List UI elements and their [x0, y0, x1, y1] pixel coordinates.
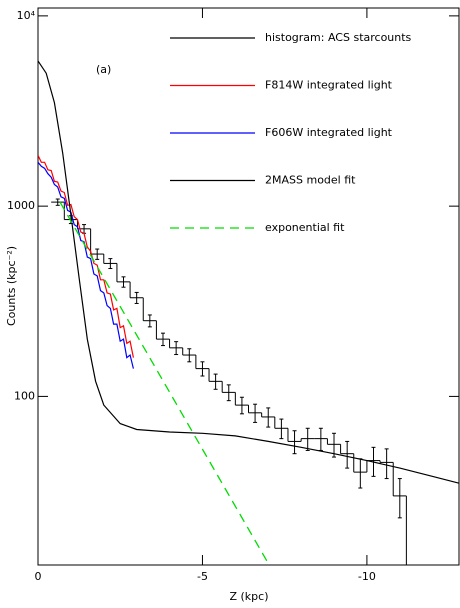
- series-line: [38, 161, 134, 369]
- plot-area: [38, 60, 460, 565]
- y-tick-label: 1000: [7, 199, 35, 212]
- y-axis-label: Counts (kpc⁻²): [5, 246, 18, 326]
- x-tick-label: -5: [197, 570, 208, 583]
- x-axis-label: Z (kpc): [229, 590, 268, 603]
- series-line: [59, 201, 270, 565]
- legend-label: exponential fit: [265, 221, 345, 234]
- y-tick-label: 10⁴: [17, 9, 36, 22]
- plot-frame: [37, 7, 460, 566]
- legend-label: 2MASS model fit: [265, 174, 356, 187]
- y-tick-label: 100: [14, 389, 35, 402]
- legend-label: F606W integrated light: [265, 126, 393, 139]
- series-line: [38, 155, 134, 358]
- annotation: (a): [96, 63, 111, 76]
- x-tick-label: -10: [358, 570, 376, 583]
- x-tick-label: 0: [35, 570, 42, 583]
- legend-label: F814W integrated light: [265, 79, 393, 92]
- series-line: [38, 60, 460, 484]
- legend-label: histogram: ACS starcounts: [265, 31, 412, 44]
